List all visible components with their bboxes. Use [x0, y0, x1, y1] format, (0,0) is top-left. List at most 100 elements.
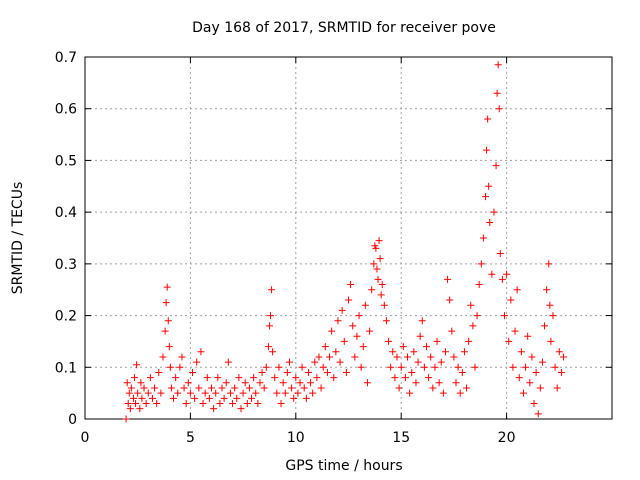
data-point	[328, 327, 336, 335]
data-point	[199, 399, 207, 407]
data-point	[161, 327, 169, 335]
data-point	[433, 337, 441, 345]
data-point	[494, 61, 502, 69]
data-point	[546, 301, 554, 309]
data-point	[269, 348, 277, 356]
chart-title: Day 168 of 2017, SRMTID for receiver pov…	[192, 20, 496, 36]
data-point	[522, 363, 530, 371]
data-point	[294, 389, 302, 397]
data-point	[330, 374, 338, 382]
data-point	[526, 379, 534, 387]
data-point	[124, 399, 132, 407]
data-point	[404, 353, 412, 361]
data-point	[142, 399, 150, 407]
data-point	[162, 299, 170, 307]
data-point	[178, 353, 186, 361]
data-point	[382, 317, 390, 325]
data-point	[285, 358, 293, 366]
data-point	[387, 363, 395, 371]
data-point	[366, 327, 374, 335]
data-point	[517, 348, 525, 356]
data-point	[351, 353, 359, 361]
data-point	[218, 384, 226, 392]
data-point	[357, 363, 365, 371]
data-point	[126, 405, 134, 413]
data-point	[446, 296, 454, 304]
data-point	[296, 379, 304, 387]
data-point	[534, 410, 542, 418]
data-point	[471, 363, 479, 371]
data-point	[414, 358, 422, 366]
data-point	[193, 358, 201, 366]
data-point	[437, 358, 445, 366]
data-point	[125, 389, 133, 397]
data-point	[485, 182, 493, 190]
data-point	[557, 368, 565, 376]
data-point	[410, 348, 418, 356]
data-point	[298, 363, 306, 371]
data-point	[205, 394, 213, 402]
data-point	[469, 322, 477, 330]
data-point	[536, 384, 544, 392]
data-point	[361, 301, 369, 309]
data-point	[477, 260, 485, 268]
data-point	[372, 244, 380, 252]
data-point	[212, 389, 220, 397]
data-point	[157, 389, 165, 397]
data-point	[323, 368, 331, 376]
y-tick-label: 0	[68, 412, 77, 428]
data-point	[273, 389, 281, 397]
data-point	[252, 389, 260, 397]
data-point	[332, 348, 340, 356]
data-point	[495, 105, 503, 113]
data-point	[460, 348, 468, 356]
data-point	[170, 394, 178, 402]
data-point	[425, 374, 433, 382]
data-point	[429, 384, 437, 392]
data-point	[503, 270, 511, 278]
data-point	[189, 368, 197, 376]
data-point	[140, 384, 148, 392]
y-axis-label: SRMTID / TECUs	[10, 182, 26, 295]
data-point	[290, 394, 298, 402]
x-tick-label: 0	[81, 430, 90, 446]
data-point	[256, 379, 264, 387]
data-point	[300, 384, 308, 392]
data-point	[203, 374, 211, 382]
data-point	[450, 353, 458, 361]
data-point	[334, 317, 342, 325]
data-point	[420, 363, 428, 371]
data-point	[389, 348, 397, 356]
data-point	[393, 353, 401, 361]
data-point	[275, 363, 283, 371]
data-point	[363, 379, 371, 387]
data-point	[374, 275, 382, 283]
x-tick-label: 15	[392, 430, 410, 446]
data-point	[549, 312, 557, 320]
data-point	[378, 281, 386, 289]
data-point	[166, 363, 174, 371]
data-point	[277, 399, 285, 407]
data-point	[368, 286, 376, 294]
data-point	[507, 296, 515, 304]
data-point	[288, 384, 296, 392]
data-point	[336, 358, 344, 366]
data-point	[541, 322, 549, 330]
data-point	[138, 394, 146, 402]
data-point	[268, 286, 276, 294]
data-point	[422, 343, 430, 351]
data-point	[560, 353, 568, 361]
tick-layer: 0 5 10 15 20 0 0.1 0.2 0.3 0.4 0.5 0.6 0.7	[55, 50, 612, 446]
data-point	[134, 389, 142, 397]
data-point	[377, 291, 385, 299]
y-tick-label: 0.2	[55, 309, 77, 325]
data-point	[412, 379, 420, 387]
data-point	[265, 322, 273, 330]
data-point	[222, 379, 230, 387]
data-point	[264, 343, 272, 351]
data-point	[207, 384, 215, 392]
data-point	[511, 327, 519, 335]
data-point	[498, 275, 506, 283]
data-point	[406, 389, 414, 397]
